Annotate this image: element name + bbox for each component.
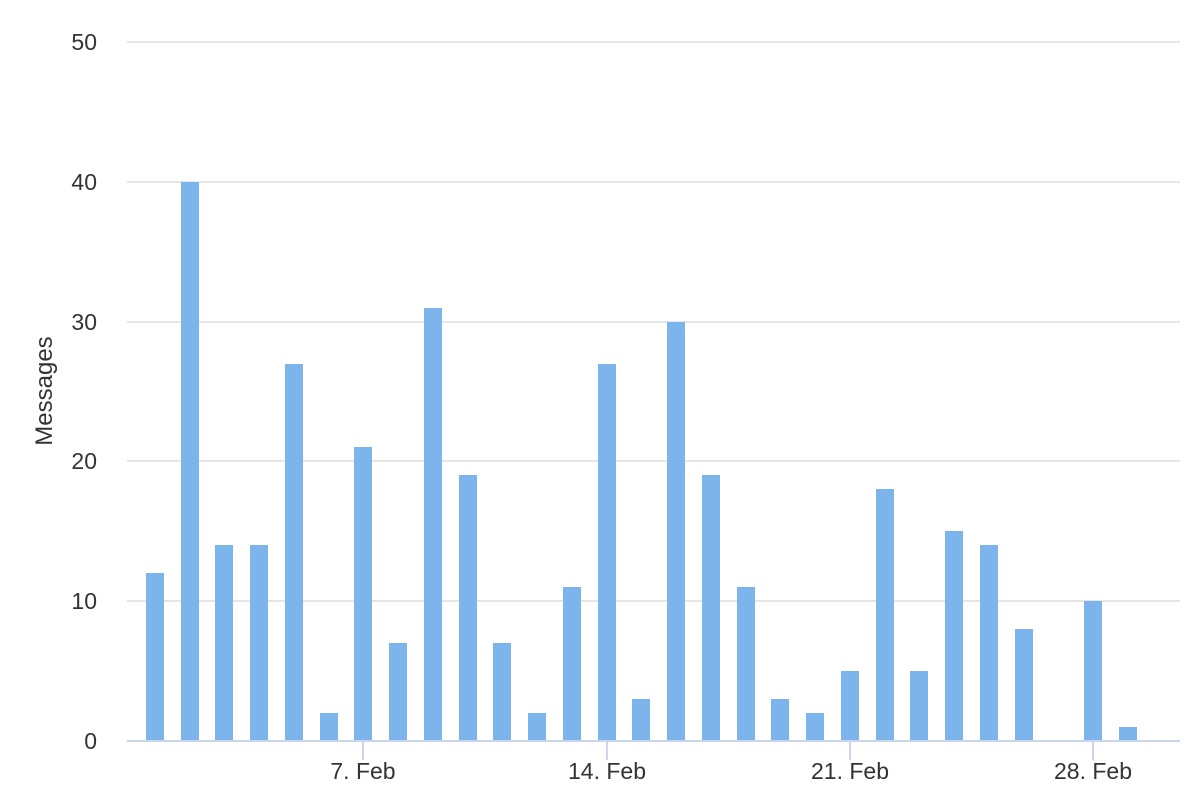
x-tick-7-feb [362,740,364,760]
bar-8-feb[interactable] [389,643,407,741]
y-tick-label-10: 10 [71,588,97,614]
y-tick-label-0: 0 [84,728,97,754]
x-tick-label-14-feb: 14. Feb [568,758,646,784]
bar-5-feb[interactable] [285,364,303,741]
plot-area [127,41,1180,741]
x-tick-label-7-feb: 7. Feb [330,758,396,784]
bar-13-feb[interactable] [563,587,581,741]
bar-2-feb[interactable] [181,182,199,741]
y-gridline-10 [127,600,1180,602]
y-gridline-30 [127,321,1180,323]
bar-24-feb[interactable] [945,531,963,741]
bar-28-feb[interactable] [1084,601,1102,741]
bar-14-feb[interactable] [598,364,616,741]
y-gridline-50 [127,41,1180,43]
bar-11-feb[interactable] [493,643,511,741]
bar-22-feb[interactable] [876,489,894,741]
bar-10-feb[interactable] [459,475,477,741]
bar-17-feb[interactable] [702,475,720,741]
x-tick-21-feb [849,740,851,760]
y-tick-label-30: 30 [71,309,97,335]
bar-1-feb[interactable] [146,573,164,741]
bar-3-feb[interactable] [215,545,233,741]
bar-7-feb[interactable] [354,447,372,741]
y-tick-label-50: 50 [71,29,97,55]
x-tick-label-28-feb: 28. Feb [1054,758,1132,784]
x-tick-28-feb [1092,740,1094,760]
bar-9-feb[interactable] [424,308,442,741]
bar-15-feb[interactable] [632,699,650,741]
bar-4-feb[interactable] [250,545,268,741]
x-tick-14-feb [606,740,608,760]
x-tick-label-21-feb: 21. Feb [811,758,889,784]
bar-26-feb[interactable] [1015,629,1033,741]
bar-20-feb[interactable] [806,713,824,741]
y-tick-label-40: 40 [71,169,97,195]
bar-18-feb[interactable] [737,587,755,741]
bar-19-feb[interactable] [771,699,789,741]
y-gridline-40 [127,181,1180,183]
bar-25-feb[interactable] [980,545,998,741]
bar-12-feb[interactable] [528,713,546,741]
bar-16-feb[interactable] [667,322,685,741]
y-gridline-20 [127,460,1180,462]
x-axis-line [127,740,1180,742]
bar-21-feb[interactable] [841,671,859,741]
bar-6-feb[interactable] [320,713,338,741]
y-tick-label-20: 20 [71,448,97,474]
bar-29-feb[interactable] [1119,727,1137,741]
bar-23-feb[interactable] [910,671,928,741]
